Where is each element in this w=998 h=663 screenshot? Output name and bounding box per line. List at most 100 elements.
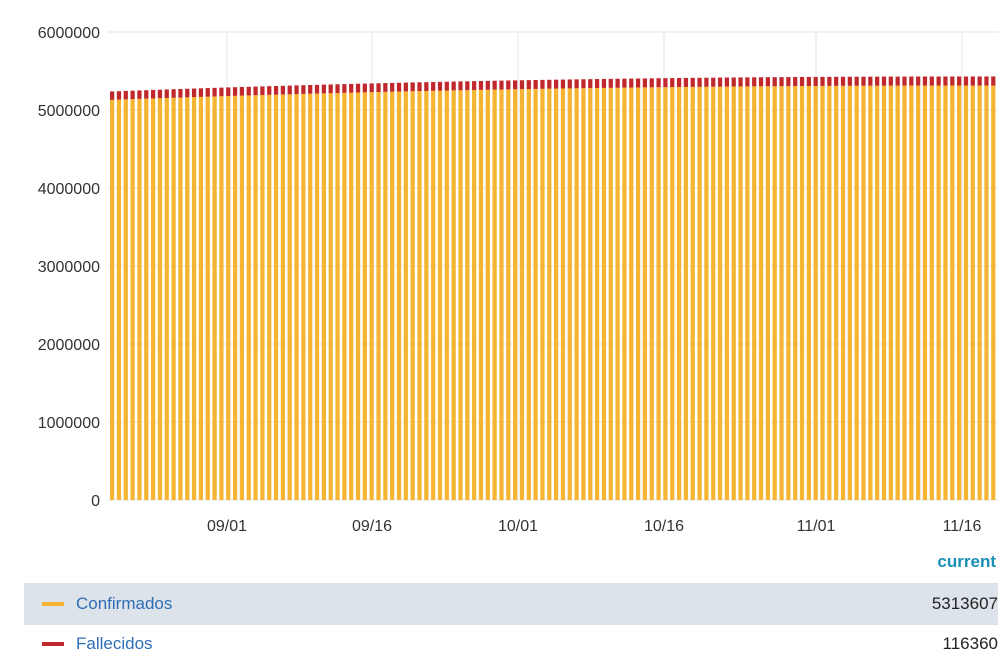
bar-confirmados[interactable] (588, 88, 593, 500)
bar-fallecidos[interactable] (868, 76, 873, 86)
bar-confirmados[interactable] (827, 85, 832, 500)
bar-fallecidos[interactable] (478, 81, 484, 90)
bar-confirmados[interactable] (492, 89, 497, 500)
bar-confirmados[interactable] (567, 88, 572, 501)
bar-confirmados[interactable] (485, 89, 490, 500)
bar-confirmados[interactable] (854, 85, 859, 500)
bar-confirmados[interactable] (895, 85, 900, 501)
bar-confirmados[interactable] (704, 86, 709, 500)
bar-confirmados[interactable] (950, 85, 955, 500)
bar-fallecidos[interactable] (608, 78, 613, 88)
bar-fallecidos[interactable] (198, 88, 204, 97)
bar-confirmados[interactable] (554, 88, 559, 500)
bar-fallecidos[interactable] (786, 77, 791, 87)
bar-confirmados[interactable] (287, 94, 292, 501)
bar-fallecidos[interactable] (342, 84, 347, 93)
bar-confirmados[interactable] (321, 93, 326, 501)
bar-fallecidos[interactable] (451, 81, 456, 91)
bar-fallecidos[interactable] (383, 83, 388, 92)
bar-fallecidos[interactable] (793, 77, 798, 87)
bar-fallecidos[interactable] (991, 76, 996, 86)
bar-confirmados[interactable] (861, 85, 866, 500)
bar-confirmados[interactable] (670, 87, 675, 500)
bar-confirmados[interactable] (444, 90, 449, 500)
bar-confirmados[interactable] (922, 85, 928, 500)
bar-fallecidos[interactable] (280, 85, 286, 95)
bar-fallecidos[interactable] (533, 80, 538, 89)
bar-fallecidos[interactable] (909, 76, 914, 86)
bar-fallecidos[interactable] (758, 77, 764, 87)
bar-fallecidos[interactable] (417, 82, 422, 92)
bar-fallecidos[interactable] (588, 79, 593, 89)
bar-fallecidos[interactable] (144, 90, 149, 99)
bar-confirmados[interactable] (239, 95, 245, 500)
bar-fallecidos[interactable] (861, 76, 866, 86)
bar-fallecidos[interactable] (157, 89, 163, 99)
bar-fallecidos[interactable] (977, 76, 982, 86)
bar-confirmados[interactable] (198, 96, 204, 500)
bar-confirmados[interactable] (765, 86, 770, 500)
bar-fallecidos[interactable] (492, 80, 497, 90)
bar-confirmados[interactable] (513, 89, 518, 501)
bar-fallecidos[interactable] (205, 88, 210, 97)
bar-fallecidos[interactable] (936, 76, 941, 86)
bar-confirmados[interactable] (881, 85, 887, 501)
bar-fallecidos[interactable] (847, 76, 852, 86)
bar-fallecidos[interactable] (390, 82, 395, 92)
bar-fallecidos[interactable] (752, 77, 757, 87)
bar-fallecidos[interactable] (738, 77, 743, 87)
bar-confirmados[interactable] (560, 88, 566, 501)
bar-confirmados[interactable] (308, 93, 313, 500)
bar-fallecidos[interactable] (308, 85, 313, 94)
bar-fallecidos[interactable] (881, 76, 887, 86)
bar-fallecidos[interactable] (813, 76, 818, 86)
bar-fallecidos[interactable] (239, 87, 245, 96)
bar-fallecidos[interactable] (635, 78, 641, 88)
bar-confirmados[interactable] (301, 93, 306, 501)
bar-confirmados[interactable] (772, 86, 777, 501)
bar-confirmados[interactable] (902, 85, 907, 500)
bar-confirmados[interactable] (253, 95, 258, 500)
bar-confirmados[interactable] (594, 88, 600, 500)
bar-confirmados[interactable] (137, 98, 142, 501)
bar-fallecidos[interactable] (950, 76, 955, 86)
bar-confirmados[interactable] (615, 87, 620, 500)
bar-confirmados[interactable] (226, 96, 231, 500)
bar-confirmados[interactable] (150, 98, 156, 500)
bar-confirmados[interactable] (417, 91, 422, 501)
bar-fallecidos[interactable] (349, 83, 354, 93)
bar-fallecidos[interactable] (731, 77, 736, 87)
bar-confirmados[interactable] (813, 85, 818, 501)
bar-fallecidos[interactable] (929, 76, 934, 86)
bar-confirmados[interactable] (314, 93, 320, 500)
bar-confirmados[interactable] (963, 85, 969, 501)
bar-fallecidos[interactable] (519, 80, 525, 90)
bar-confirmados[interactable] (847, 85, 852, 501)
bar-confirmados[interactable] (403, 91, 408, 500)
bar-fallecidos[interactable] (410, 82, 415, 92)
bar-confirmados[interactable] (246, 95, 251, 501)
bar-confirmados[interactable] (260, 95, 265, 500)
bar-fallecidos[interactable] (506, 80, 511, 90)
legend-label-confirmados[interactable]: Confirmados (76, 594, 173, 613)
bar-fallecidos[interactable] (656, 78, 661, 88)
bar-fallecidos[interactable] (437, 81, 443, 91)
bar-confirmados[interactable] (349, 92, 354, 501)
bar-confirmados[interactable] (656, 87, 661, 501)
bar-confirmados[interactable] (328, 93, 333, 500)
bar-fallecidos[interactable] (711, 77, 716, 87)
bar-confirmados[interactable] (991, 85, 996, 500)
bar-fallecidos[interactable] (150, 89, 156, 99)
bar-fallecidos[interactable] (253, 86, 258, 96)
bar-fallecidos[interactable] (745, 77, 750, 87)
bar-fallecidos[interactable] (328, 84, 333, 94)
bar-confirmados[interactable] (130, 99, 135, 500)
bar-confirmados[interactable] (608, 87, 613, 500)
bar-fallecidos[interactable] (957, 76, 962, 86)
bar-fallecidos[interactable] (820, 76, 825, 86)
bar-confirmados[interactable] (219, 96, 224, 501)
bar-confirmados[interactable] (191, 97, 197, 500)
bar-fallecidos[interactable] (799, 76, 805, 87)
bar-fallecidos[interactable] (717, 77, 723, 87)
bar-confirmados[interactable] (622, 87, 627, 501)
